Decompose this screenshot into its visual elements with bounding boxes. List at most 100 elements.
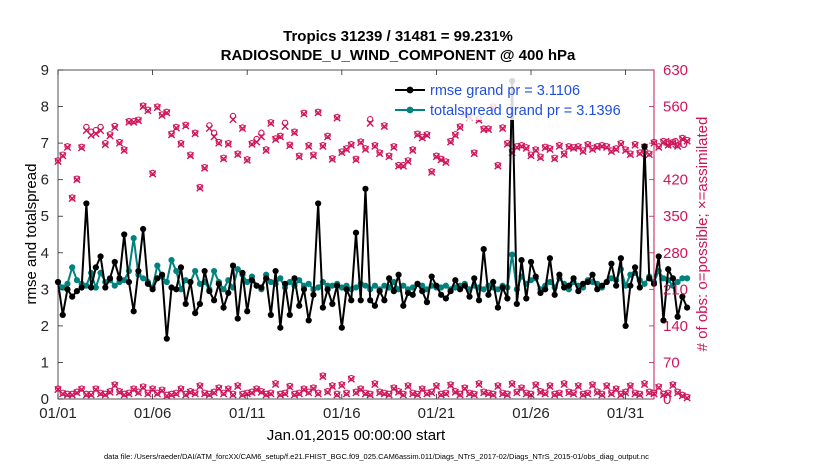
obs-assimilated-lower-marker [617,391,625,399]
obs-assimilated-upper-marker [177,140,185,148]
rmse-point [504,295,511,302]
obs-assimilated-lower-marker [191,390,199,398]
obs-assimilated-upper-marker [560,150,568,159]
obs-possible-lower-marker [310,384,317,391]
rmse-point [125,278,133,286]
obs-assimilated-lower-marker [338,381,346,390]
obs-assimilated-upper-marker [290,128,299,137]
obs-possible-upper-marker [381,122,388,129]
obs-possible-upper-marker [168,130,175,137]
data-file-footnote: data file: /Users/raeder/DAI/ATM_forcXX/… [104,452,649,461]
y-left-tick-label: 1 [41,354,49,371]
obs-possible-upper-marker [404,157,412,164]
obs-assimilated-lower-marker [385,391,393,399]
obs-assimilated-lower-marker [673,389,682,397]
obs-assimilated-lower-marker [626,382,635,391]
obs-possible-lower-marker [508,380,516,387]
obs-assimilated-upper-marker [196,184,204,192]
obs-possible-upper-marker [579,147,587,154]
obs-possible-upper-marker [584,141,591,148]
obs-possible-upper-marker [532,146,539,153]
obs-possible-upper-marker [139,102,147,109]
obs-assimilated-upper-marker [673,142,682,150]
obs-assimilated-upper-marker [129,118,138,126]
rmse-point [608,260,615,267]
obs-assimilated-lower-marker [442,390,450,398]
obs-possible-lower-marker [385,390,393,397]
rmse-point [527,258,535,266]
obs-assimilated-upper-marker [659,138,668,146]
obs-possible-lower-marker [419,385,426,392]
obs-assimilated-lower-marker [427,389,436,397]
obs-possible-upper-marker [267,119,275,126]
obs-assimilated-lower-marker [569,390,578,398]
obs-assimilated-upper-marker [63,143,72,151]
rmse-point [130,308,137,315]
rmse-point [59,311,66,319]
obs-assimilated-upper-marker [352,156,360,164]
obs-possible-lower-marker [669,381,677,388]
obs-assimilated-upper-marker [314,109,322,117]
obs-assimilated-upper-marker [224,140,232,148]
obs-assimilated-upper-marker [423,131,431,139]
rmse-point [565,282,572,289]
obs-assimilated-lower-marker [456,391,464,399]
rmse-point [158,271,166,278]
obs-possible-upper-marker [201,163,208,171]
x-tick-label: 01/26 [512,405,550,422]
obs-possible-upper-marker [324,132,331,139]
obs-possible-lower-marker [598,390,606,397]
rmse-point [641,143,648,150]
obs-assimilated-lower-marker [248,389,256,397]
obs-assimilated-lower-marker [636,391,644,399]
rmse-point [494,304,502,311]
legend-spread-label: totalspread grand pr = 3.1396 [430,103,621,119]
rmse-point [305,317,312,324]
rmse-point [64,286,71,293]
obs-count-series-layer [54,102,691,402]
rmse-point [376,288,383,295]
y-left-tick-label: 6 [41,172,49,189]
rmse-point [594,286,601,293]
rmse-point [660,317,667,324]
obs-assimilated-upper-marker [167,131,176,139]
y-right-tick-label: 490 [663,135,688,152]
rmse-point [177,264,185,271]
obs-assimilated-upper-marker [678,135,687,143]
obs-assimilated-upper-marker [210,133,218,141]
y-axis-left-label: rmse and totalspread [23,164,40,305]
rmse-point [192,309,199,317]
y-right-tick-label: 140 [663,318,688,335]
obs-assimilated-lower-marker [371,380,379,389]
obs-assimilated-lower-marker [394,388,403,396]
obs-assimilated-lower-marker [111,381,119,390]
obs-possible-lower-marker [343,389,350,396]
obs-possible-upper-marker [333,113,341,121]
rmse-point [296,302,303,309]
obs-assimilated-upper-marker [338,148,346,157]
totalspread-point [438,284,445,291]
rmse-point [532,273,539,280]
obs-possible-lower-marker [513,388,520,395]
rmse-point [631,264,639,271]
obs-possible-lower-marker [608,389,615,396]
rmse-point [149,286,156,293]
obs-assimilated-upper-marker [645,150,653,159]
rmse-point [173,286,180,293]
obs-possible-upper-marker [627,150,634,157]
obs-assimilated-lower-marker [593,389,601,397]
obs-possible-upper-marker [603,143,610,150]
obs-possible-upper-marker [556,142,563,149]
obs-possible-lower-marker [300,385,308,392]
obs-possible-upper-marker [92,126,99,134]
rmse-point [669,275,677,282]
totalspread-point [192,267,199,275]
obs-assimilated-upper-marker [404,157,412,166]
obs-possible-upper-marker [258,129,265,136]
obs-possible-lower-marker [504,390,511,397]
rmse-point [598,282,606,289]
obs-possible-lower-marker [315,389,322,396]
totalspread-point [480,286,487,293]
obs-assimilated-lower-marker [186,388,195,396]
obs-assimilated-upper-marker [172,124,180,132]
